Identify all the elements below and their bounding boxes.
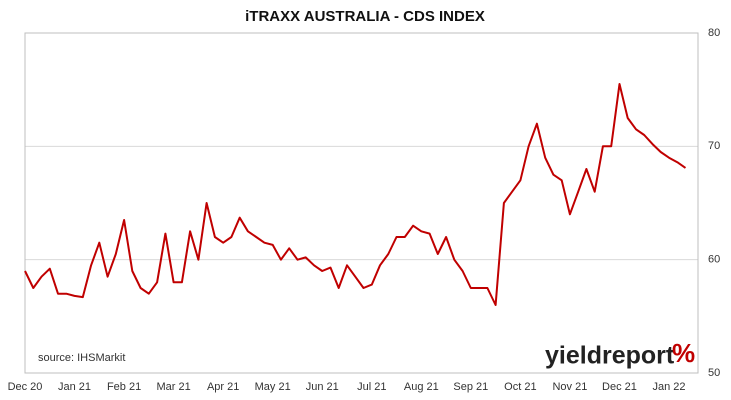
x-tick-label: Dec 20 [8, 381, 43, 393]
chart-title: iTRAXX AUSTRALIA - CDS INDEX [245, 8, 485, 25]
logo: yieldreport [545, 342, 675, 370]
plot-frame [24, 32, 699, 374]
x-tick-label: Jan 22 [652, 381, 685, 393]
y-tick-label: 80 [708, 27, 720, 39]
y-tick-label: 70 [708, 140, 720, 152]
y-tick-label: 50 [708, 367, 720, 379]
x-tick-label: Dec 21 [602, 381, 637, 393]
x-tick-label: Jun 21 [306, 381, 339, 393]
data-line [24, 83, 687, 306]
x-tick-label: Jul 21 [357, 381, 386, 393]
x-tick-label: Jan 21 [58, 381, 91, 393]
source-note: source: IHSMarkit [38, 352, 125, 364]
x-tick-label: Feb 21 [107, 381, 141, 393]
x-tick-label: Oct 21 [504, 381, 536, 393]
x-tick-label: May 21 [255, 381, 291, 393]
x-tick-label: Sep 21 [453, 381, 488, 393]
y-tick-label: 60 [708, 254, 720, 266]
x-tick-label: Nov 21 [552, 381, 587, 393]
x-tick-label: Apr 21 [207, 381, 239, 393]
x-tick-label: Aug 21 [404, 381, 439, 393]
logo-mark: % [672, 338, 695, 368]
x-tick-label: Mar 21 [156, 381, 190, 393]
